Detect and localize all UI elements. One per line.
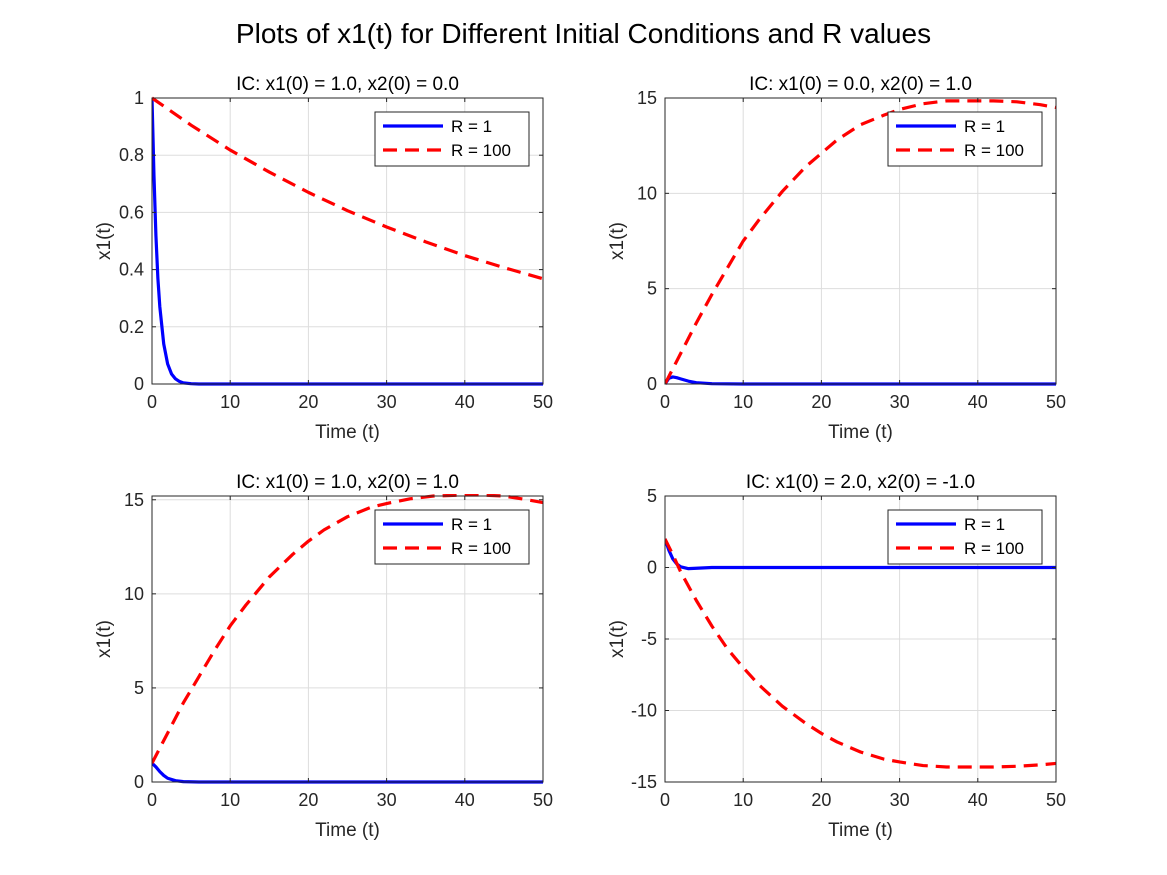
x-tick-label: 10 [733,392,753,412]
y-axis-label: x1(t) [607,620,628,658]
y-tick-label: -5 [641,629,657,649]
x-tick-label: 40 [968,790,988,810]
legend-label-r1: R = 1 [451,515,492,534]
legend-label-r100: R = 100 [964,141,1024,160]
subplot-title: IC: x1(0) = 2.0, x2(0) = -1.0 [746,472,975,493]
x-axis-label: Time (t) [315,820,380,841]
y-tick-label: -10 [631,701,657,721]
subplot-2: 0 10 20 30 40 50 0 5 10 15 IC: x1(0) = 0.0, x2(0) … [607,74,1066,443]
subplot-3: 0 10 20 30 40 50 0 5 10 15 IC: x1(0) = 1.0, x2(0) … [94,472,553,841]
legend-label-r100: R = 100 [451,539,511,558]
series-line-r1 [665,538,1056,571]
y-tick-label: 1 [134,88,144,108]
x-tick-label: 50 [533,392,553,412]
series-line-r100 [665,538,1056,769]
x-tick-label: 10 [220,392,240,412]
y-tick-label: 0.6 [119,202,144,222]
y-tick-label: 0 [647,374,657,394]
x-tick-label: 10 [733,790,753,810]
x-tick-label: 30 [377,392,397,412]
legend: R = 1 R = 100 [887,111,1043,167]
y-tick-label: 0 [134,374,144,394]
x-tick-label: 20 [811,392,831,412]
axes-box [664,97,1057,385]
x-tick-label: 50 [533,790,553,810]
x-tick-label: 30 [377,790,397,810]
subplot-title: IC: x1(0) = 1.0, x2(0) = 1.0 [236,472,459,493]
x-tick-label: 30 [890,790,910,810]
y-tick-label: -15 [631,772,657,792]
axes-box [151,495,544,783]
y-tick-label: 0 [134,772,144,792]
legend-box [374,111,530,167]
series-line-r100 [152,96,543,281]
legend: R = 1 R = 100 [374,111,530,167]
legend-label-r100: R = 100 [964,539,1024,558]
subplot-title: IC: x1(0) = 1.0, x2(0) = 0.0 [236,74,459,95]
y-tick-label: 5 [134,678,144,698]
legend-label-r1: R = 1 [451,117,492,136]
legend-label-r1: R = 1 [964,117,1005,136]
y-tick-label: 15 [124,490,144,510]
subplot-4: 0 10 20 30 40 50 -15 -10 -5 0 5 IC: x1(0) = 2.0, x2… [607,472,1066,841]
figure-title: Plots of x1(t) for Different Initial Con… [235,18,932,49]
legend-box [887,111,1043,167]
subplot-1: 0 10 20 30 40 50 0 0.2 0.4 0.6 0.8 1 IC: x1(0) = 1.0… [94,74,553,443]
legend-label-r100: R = 100 [451,141,511,160]
x-tick-label: 0 [660,790,670,810]
legend: R = 1 R = 100 [374,509,530,565]
y-axis-label: x1(t) [94,222,115,260]
x-axis-label: Time (t) [828,422,893,443]
x-axis-label: Time (t) [315,422,380,443]
y-tick-label: 10 [637,183,657,203]
series-line-r100 [665,99,1056,385]
legend: R = 1 R = 100 [887,509,1043,565]
x-tick-label: 20 [298,790,318,810]
x-tick-label: 50 [1046,392,1066,412]
x-tick-label: 20 [298,392,318,412]
x-tick-label: 30 [890,392,910,412]
y-axis-label: x1(t) [94,620,115,658]
legend-box [887,509,1043,565]
axes-box [151,97,544,385]
y-tick-label: 0.8 [119,145,144,165]
x-tick-label: 10 [220,790,240,810]
x-tick-label: 0 [147,790,157,810]
series-line-r100 [152,494,543,764]
x-tick-label: 0 [660,392,670,412]
legend-box [374,509,530,565]
x-tick-label: 40 [968,392,988,412]
y-tick-label: 0.2 [119,317,144,337]
y-tick-label: 15 [637,88,657,108]
legend-label-r1: R = 1 [964,515,1005,534]
x-tick-label: 40 [455,392,475,412]
x-tick-label: 40 [455,790,475,810]
y-axis-label: x1(t) [607,222,628,260]
x-tick-label: 50 [1046,790,1066,810]
y-tick-label: 10 [124,584,144,604]
y-tick-label: 0 [647,558,657,578]
y-tick-label: 5 [647,279,657,299]
x-tick-label: 0 [147,392,157,412]
subplot-title: IC: x1(0) = 0.0, x2(0) = 1.0 [749,74,972,95]
y-tick-label: 5 [647,486,657,506]
y-tick-label: 0.4 [119,260,144,280]
x-tick-label: 20 [811,790,831,810]
x-axis-label: Time (t) [828,820,893,841]
